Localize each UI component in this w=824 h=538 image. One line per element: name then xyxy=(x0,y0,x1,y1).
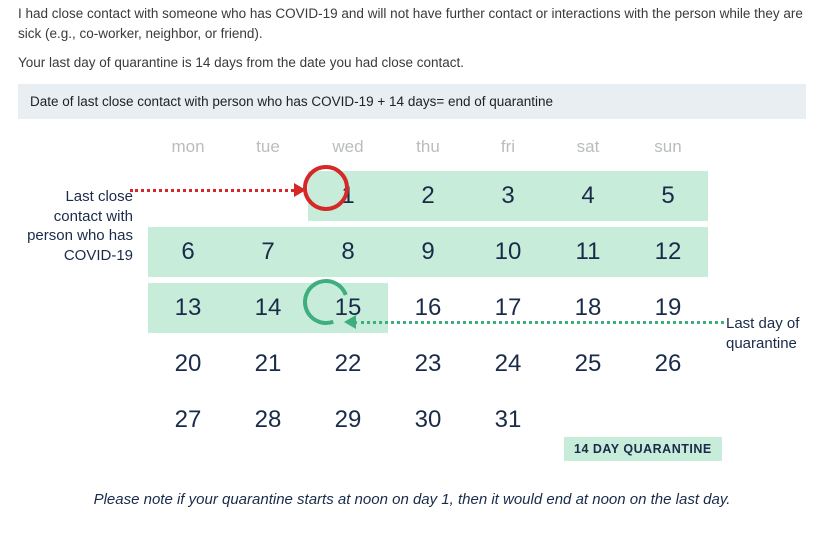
calendar-cell: 2 xyxy=(388,171,468,221)
day-header: mon xyxy=(148,129,228,165)
calendar-cell: 20 xyxy=(148,339,228,389)
calendar-cell: 3 xyxy=(468,171,548,221)
calendar-cell: 1 xyxy=(308,171,388,221)
left-annotation: Last close contact with person who has C… xyxy=(18,187,133,265)
day-header: thu xyxy=(388,129,468,165)
calendar-cell: 28 xyxy=(228,395,308,445)
right-annotation: Last day of quarantine xyxy=(726,314,806,353)
calendar-cell: 7 xyxy=(228,227,308,277)
calendar-cell: 8 xyxy=(308,227,388,277)
calendar-header-row: mon tue wed thu fri sat sun xyxy=(148,129,708,165)
calendar-cell xyxy=(148,171,228,221)
calendar-row: 13 14 15 16 17 18 19 xyxy=(148,283,708,333)
calendar-cell: 21 xyxy=(228,339,308,389)
calendar-infographic: Last close contact with person who has C… xyxy=(18,129,806,489)
day-header: wed xyxy=(308,129,388,165)
calendar-cell: 13 xyxy=(148,283,228,333)
quarantine-badge: 14 DAY QUARANTINE xyxy=(564,437,722,461)
day-header: sun xyxy=(628,129,708,165)
day-header: tue xyxy=(228,129,308,165)
calendar-cell: 5 xyxy=(628,171,708,221)
red-arrow-line xyxy=(130,189,300,192)
calendar-cell: 10 xyxy=(468,227,548,277)
calendar-cell: 23 xyxy=(388,339,468,389)
calendar-row: 6 7 8 9 10 11 12 xyxy=(148,227,708,277)
formula-box: Date of last close contact with person w… xyxy=(18,84,806,119)
calendar-cell: 25 xyxy=(548,339,628,389)
subintro-text: Your last day of quarantine is 14 days f… xyxy=(18,55,806,70)
footnote-text: Please note if your quarantine starts at… xyxy=(18,491,806,508)
calendar-cell: 17 xyxy=(468,283,548,333)
calendar-cell: 22 xyxy=(308,339,388,389)
calendar-cell: 24 xyxy=(468,339,548,389)
calendar-cell: 14 xyxy=(228,283,308,333)
calendar-cell: 26 xyxy=(628,339,708,389)
intro-text: I had close contact with someone who has… xyxy=(18,4,806,43)
calendar-cell: 9 xyxy=(388,227,468,277)
day-header: sat xyxy=(548,129,628,165)
calendar-cell: 18 xyxy=(548,283,628,333)
calendar-row: 20 21 22 23 24 25 26 xyxy=(148,339,708,389)
calendar-grid: mon tue wed thu fri sat sun 1 2 3 4 5 6 … xyxy=(148,129,708,445)
green-arrow-head-icon xyxy=(344,315,356,329)
calendar-cell: 31 xyxy=(468,395,548,445)
green-arrow-line xyxy=(354,321,724,324)
calendar-cell: 4 xyxy=(548,171,628,221)
calendar-cell: 12 xyxy=(628,227,708,277)
calendar-cell: 16 xyxy=(388,283,468,333)
calendar-cell: 19 xyxy=(628,283,708,333)
calendar-cell: 6 xyxy=(148,227,228,277)
calendar-cell: 27 xyxy=(148,395,228,445)
calendar-cell: 29 xyxy=(308,395,388,445)
calendar-row: 1 2 3 4 5 xyxy=(148,171,708,221)
calendar-cell: 30 xyxy=(388,395,468,445)
red-arrow-head-icon xyxy=(294,183,306,197)
day-header: fri xyxy=(468,129,548,165)
calendar-cell: 11 xyxy=(548,227,628,277)
